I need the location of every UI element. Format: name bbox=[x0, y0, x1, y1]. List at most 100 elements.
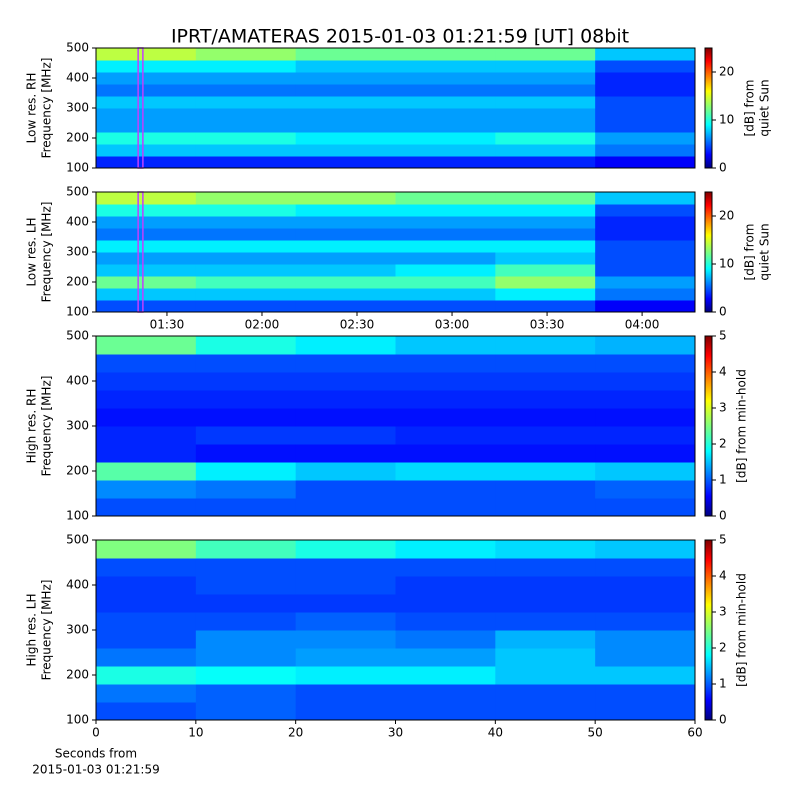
heat-cell bbox=[195, 72, 297, 85]
heat-cell bbox=[495, 444, 596, 463]
heat-cell bbox=[495, 84, 596, 97]
y-axis-label: Frequency [MHz] bbox=[40, 580, 54, 681]
y-axis-label: High res. LH bbox=[25, 593, 39, 666]
heat-cell bbox=[495, 336, 596, 355]
chart-title: IPRT/AMATERAS 2015-01-03 01:21:59 [UT] 0… bbox=[171, 26, 629, 48]
heat-cell bbox=[595, 216, 696, 229]
colorbar-tick-label: 20 bbox=[719, 65, 734, 79]
heat-cell bbox=[495, 630, 596, 649]
heat-cell bbox=[96, 408, 197, 427]
heat-cell bbox=[195, 336, 297, 355]
heat-cell bbox=[595, 228, 696, 241]
colorbar-tick-label: 4 bbox=[719, 365, 727, 379]
y-tick-label: 500 bbox=[66, 41, 89, 55]
heat-cell bbox=[295, 336, 396, 355]
heat-cell bbox=[96, 252, 197, 265]
heat-cell bbox=[595, 108, 696, 121]
heat-cell bbox=[495, 408, 596, 427]
heat-cell bbox=[395, 120, 496, 133]
heat-cell bbox=[595, 252, 696, 265]
heat-cell bbox=[295, 204, 396, 217]
heat-cell bbox=[395, 276, 496, 289]
heat-cell bbox=[595, 372, 696, 391]
heat-cell bbox=[195, 666, 297, 685]
colorbar-label: [dB] from bbox=[743, 80, 757, 137]
heat-cell bbox=[595, 408, 696, 427]
heat-cell bbox=[195, 498, 297, 517]
heat-cell bbox=[295, 60, 396, 73]
heat-cell bbox=[96, 228, 197, 241]
y-tick-label: 400 bbox=[66, 215, 89, 229]
heat-cell bbox=[96, 612, 197, 631]
heat-cell bbox=[295, 354, 396, 373]
heat-cell bbox=[96, 630, 197, 649]
heat-cell bbox=[595, 156, 696, 169]
colorbar-tick-label: 5 bbox=[719, 533, 727, 547]
heat-cell bbox=[595, 630, 696, 649]
heat-cell bbox=[395, 84, 496, 97]
heat-cell bbox=[495, 684, 596, 703]
heat-cell bbox=[295, 594, 396, 613]
heat-cell bbox=[595, 276, 696, 289]
heat-cell bbox=[495, 96, 596, 109]
heat-cell bbox=[295, 48, 396, 61]
heat-cell bbox=[595, 480, 696, 499]
heat-cell bbox=[595, 132, 696, 145]
heat-cell bbox=[195, 228, 297, 241]
heat-cell bbox=[295, 288, 396, 301]
heat-cell bbox=[395, 702, 496, 721]
heat-cell bbox=[195, 288, 297, 301]
heat-cell bbox=[96, 216, 197, 229]
heat-cell bbox=[195, 156, 297, 169]
heat-cell bbox=[96, 558, 197, 577]
heat-cell bbox=[195, 192, 297, 205]
heat-cell bbox=[295, 444, 396, 463]
heat-cell bbox=[395, 264, 496, 277]
heat-cell bbox=[295, 648, 396, 667]
heat-cell bbox=[195, 108, 297, 121]
x-tick-label: 04:00 bbox=[625, 318, 660, 332]
y-tick-label: 200 bbox=[66, 131, 89, 145]
heat-cell bbox=[495, 288, 596, 301]
heat-cell bbox=[96, 156, 197, 169]
heat-cell bbox=[395, 480, 496, 499]
heat-cell bbox=[96, 108, 197, 121]
heat-cell bbox=[96, 48, 197, 61]
heat-cell bbox=[495, 156, 596, 169]
heat-cell bbox=[295, 84, 396, 97]
heat-cell bbox=[295, 702, 396, 721]
heat-cell bbox=[96, 240, 197, 253]
y-tick-label: 200 bbox=[66, 275, 89, 289]
heat-cell bbox=[395, 300, 496, 313]
heat-cell bbox=[195, 576, 297, 595]
heat-cell bbox=[195, 444, 297, 463]
heat-cell bbox=[295, 252, 396, 265]
heat-cell bbox=[295, 228, 396, 241]
heat-cell bbox=[395, 204, 496, 217]
heat-cell bbox=[595, 576, 696, 595]
heat-cell bbox=[595, 48, 696, 61]
heat-cell bbox=[395, 48, 496, 61]
heat-cell bbox=[595, 60, 696, 73]
colorbar-tick-label: 4 bbox=[719, 569, 727, 583]
heat-cell bbox=[96, 540, 197, 559]
heat-cell bbox=[395, 354, 496, 373]
colorbar-tick-label: 20 bbox=[719, 209, 734, 223]
heat-cell bbox=[495, 120, 596, 133]
heat-cell bbox=[195, 216, 297, 229]
x-tick-label: 50 bbox=[588, 726, 603, 740]
x-tick-label: 60 bbox=[687, 726, 702, 740]
heat-cell bbox=[395, 96, 496, 109]
colorbar-tick-label: 0 bbox=[719, 305, 727, 319]
heat-cell bbox=[595, 444, 696, 463]
heat-cell bbox=[395, 594, 496, 613]
heat-cell bbox=[195, 408, 297, 427]
heat-cell bbox=[295, 684, 396, 703]
y-tick-label: 500 bbox=[66, 533, 89, 547]
heat-cell bbox=[595, 72, 696, 85]
heat-cell bbox=[96, 354, 197, 373]
heat-cell bbox=[96, 336, 197, 355]
heat-cell bbox=[495, 480, 596, 499]
heat-cell bbox=[295, 276, 396, 289]
